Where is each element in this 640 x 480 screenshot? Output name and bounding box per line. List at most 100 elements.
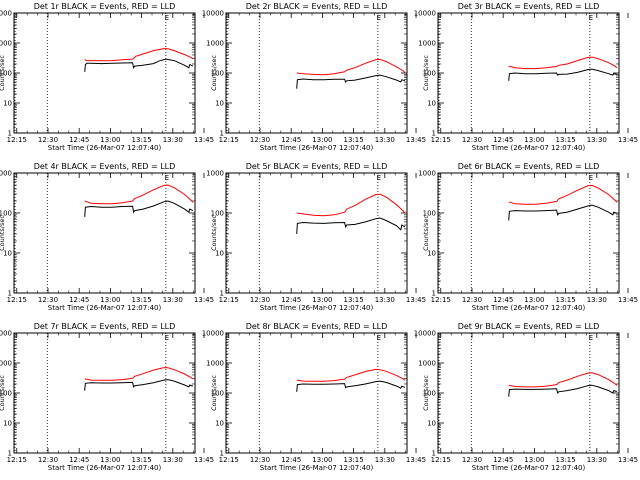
- x-tick-label: 13:00: [312, 296, 332, 304]
- x-tick-label: 13:30: [163, 456, 183, 464]
- x-tick-label: 12:30: [38, 136, 58, 144]
- x-axis-label: Start Time (26-Mar-07 12:07:40): [472, 464, 586, 472]
- x-tick-label: 13:00: [100, 136, 120, 144]
- panel-8: Det 8r BLACK = Events, RED = LLD 1 10 100 10…: [202, 322, 426, 472]
- lld-series-line: [296, 193, 406, 217]
- lld-series-line: [508, 56, 618, 70]
- x-tick-label: 13:15: [556, 456, 576, 464]
- x-tick-label: 13:15: [556, 296, 576, 304]
- x-tick-label: 13:15: [344, 296, 364, 304]
- x-tick-label: 13:00: [524, 136, 544, 144]
- x-tick-label: 13:45: [618, 296, 638, 304]
- x-tick-label: 12:15: [219, 296, 239, 304]
- y-tick-label: 1000: [206, 40, 224, 48]
- y-tick-label: 100: [211, 390, 224, 398]
- y-axis-label: Counts/sec: [422, 55, 430, 91]
- event-marker-label: E: [165, 334, 169, 342]
- lld-series-line: [84, 48, 194, 62]
- y-tick-label: 10: [427, 250, 436, 258]
- y-tick-label: 1000: [418, 40, 436, 48]
- y-tick-label: 10: [427, 100, 436, 108]
- x-axis-label: Start Time (26-Mar-07 12:07:40): [472, 304, 586, 312]
- x-tick-label: 12:15: [7, 456, 27, 464]
- y-tick-label: 1000: [206, 360, 224, 368]
- x-tick-label: 12:15: [219, 136, 239, 144]
- events-series-line: [296, 74, 406, 89]
- panel-title: Det 8r BLACK = Events, RED = LLD: [246, 322, 388, 331]
- x-tick-label: 13:00: [524, 456, 544, 464]
- panel-7: Det 7r BLACK = Events, RED = LLD 1 10 100 10…: [0, 322, 214, 472]
- panel-3: Det 3r BLACK = Events, RED = LLD 1 10 100 10…: [414, 2, 638, 152]
- y-tick-label: 1000: [0, 170, 12, 178]
- x-tick-label: 12:45: [69, 136, 89, 144]
- y-tick-label: 10000: [202, 10, 224, 18]
- x-tick-label: 13:45: [618, 456, 638, 464]
- y-tick-label: 10000: [202, 330, 224, 338]
- x-tick-label: 13:30: [375, 296, 395, 304]
- x-tick-label: 12:45: [69, 456, 89, 464]
- y-axis-label: Counts/sec: [210, 55, 218, 91]
- event-marker-label: E: [589, 174, 593, 182]
- y-tick-label: 10: [215, 250, 224, 258]
- x-tick-label: 12:15: [219, 456, 239, 464]
- x-tick-label: 13:00: [312, 136, 332, 144]
- x-tick-label: 12:30: [462, 456, 482, 464]
- y-tick-label: 100: [0, 390, 12, 398]
- panel-4: Det 4r BLACK = Events, RED = LLD 1 10 100 10…: [0, 162, 214, 312]
- y-tick-label: 1: [220, 290, 224, 298]
- x-axis-label: Start Time (26-Mar-07 12:07:40): [472, 144, 586, 152]
- x-tick-label: 12:15: [431, 296, 451, 304]
- y-tick-label: 100: [0, 70, 12, 78]
- y-tick-label: 100: [423, 70, 436, 78]
- x-tick-label: 12:30: [250, 296, 270, 304]
- panel-2: Det 2r BLACK = Events, RED = LLD 1 10 100 10…: [202, 2, 426, 152]
- x-tick-label: 12:45: [493, 456, 513, 464]
- x-tick-label: 13:30: [587, 456, 607, 464]
- x-tick-label: 13:45: [406, 136, 426, 144]
- x-tick-label: 12:15: [431, 136, 451, 144]
- x-tick-label: 13:15: [132, 136, 152, 144]
- event-marker-label: E: [377, 174, 381, 182]
- x-tick-label: 12:45: [493, 296, 513, 304]
- y-tick-label: 100: [423, 390, 436, 398]
- x-tick-label: 13:00: [100, 296, 120, 304]
- x-tick-label: 12:30: [462, 136, 482, 144]
- x-tick-label: 13:00: [524, 296, 544, 304]
- x-tick-label: 12:45: [281, 296, 301, 304]
- lld-series-line: [508, 372, 618, 388]
- panel-title: Det 1r BLACK = Events, RED = LLD: [34, 2, 176, 11]
- x-tick-label: 12:45: [493, 136, 513, 144]
- x-tick-label: 12:30: [38, 456, 58, 464]
- panel-title: Det 9r BLACK = Events, RED = LLD: [458, 322, 600, 331]
- events-series-line: [508, 384, 618, 397]
- y-tick-label: 1: [432, 130, 436, 138]
- x-tick-label: 13:30: [375, 456, 395, 464]
- x-tick-label: 13:15: [344, 136, 364, 144]
- y-tick-label: 10: [3, 250, 12, 258]
- x-tick-label: 13:15: [556, 136, 576, 144]
- y-axis-label: Counts/sec: [210, 215, 218, 251]
- x-tick-label: 12:15: [431, 456, 451, 464]
- y-tick-label: 1000: [418, 170, 436, 178]
- x-tick-label: 13:30: [375, 136, 395, 144]
- y-tick-label: 10000: [414, 10, 436, 18]
- events-series-line: [508, 68, 618, 81]
- x-tick-label: 13:45: [194, 456, 214, 464]
- x-axis-label: Start Time (26-Mar-07 12:07:40): [260, 144, 374, 152]
- panel-title: Det 3r BLACK = Events, RED = LLD: [458, 2, 600, 11]
- x-tick-label: 12:30: [462, 296, 482, 304]
- x-axis-label: Start Time (26-Mar-07 12:07:40): [260, 304, 374, 312]
- y-tick-label: 100: [0, 210, 12, 218]
- x-axis-label: Start Time (26-Mar-07 12:07:40): [260, 464, 374, 472]
- y-tick-label: 1000: [0, 40, 12, 48]
- events-series-line: [84, 379, 194, 391]
- x-tick-label: 13:30: [163, 296, 183, 304]
- event-marker-label: E: [377, 334, 381, 342]
- x-tick-label: 13:15: [132, 296, 152, 304]
- x-tick-label: 13:30: [587, 136, 607, 144]
- lld-series-line: [84, 184, 194, 205]
- panel-title: Det 7r BLACK = Events, RED = LLD: [34, 322, 176, 331]
- x-tick-label: 12:30: [250, 136, 270, 144]
- y-tick-label: 10: [427, 420, 436, 428]
